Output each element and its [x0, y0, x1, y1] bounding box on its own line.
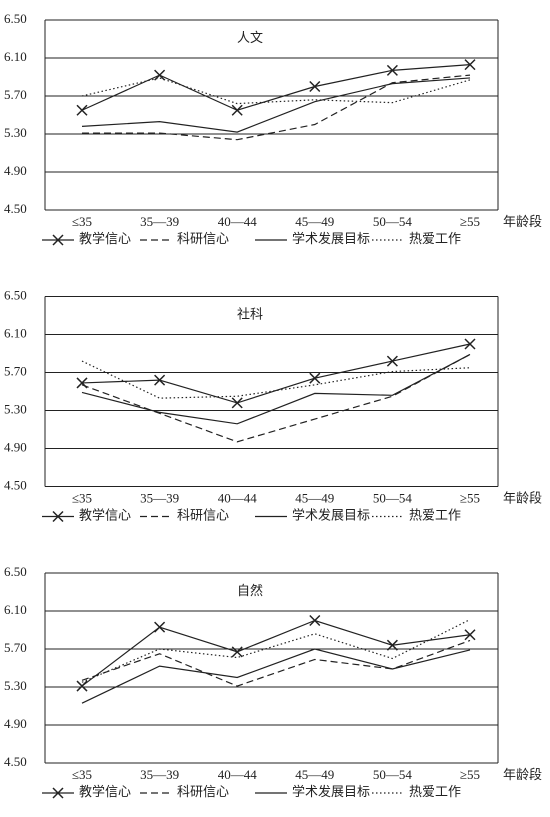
chart-title: 社科 [237, 306, 263, 321]
y-tick-label: 4.50 [4, 754, 27, 769]
legend-label: 教学信心 [79, 231, 131, 246]
y-tick-label: 5.30 [4, 401, 27, 416]
legend-label: 科研信心 [177, 231, 229, 246]
subchart: 4.50 4.90 5.30 5.70 6.10 6.50 自然 ≤35 35—39 40—44 4… [4, 564, 542, 799]
x-tick-label: 35—39 [140, 767, 179, 782]
legend-label: 热爱工作 [409, 784, 461, 799]
marker [464, 59, 476, 71]
legend-label: 科研信心 [177, 507, 229, 522]
y-tick-label: 6.10 [4, 602, 27, 617]
marker [309, 372, 321, 384]
y-tick-label: 5.70 [4, 640, 27, 655]
legend-label: 科研信心 [177, 784, 229, 799]
legend-marker [52, 234, 64, 246]
y-tick-label: 6.50 [4, 564, 27, 579]
marker [154, 374, 166, 386]
x-tick-label: ≥55 [460, 767, 480, 782]
x-tick-label: 50—54 [373, 767, 413, 782]
legend-label: 学术发展目标 [292, 231, 370, 246]
series-line [81, 619, 471, 687]
marker [386, 355, 398, 367]
x-tick-label: 40—44 [218, 490, 258, 505]
y-tick-label: 5.70 [4, 87, 27, 102]
chart-title: 自然 [237, 583, 263, 598]
x-axis-label: 年龄段 [503, 767, 542, 782]
y-tick-label: 5.30 [4, 678, 27, 693]
y-tick-label: 5.70 [4, 363, 27, 378]
x-tick-label: 40—44 [218, 214, 258, 229]
legend-label: 学术发展目标 [292, 507, 370, 522]
y-tick-label: 6.50 [4, 11, 27, 26]
marker [309, 614, 321, 627]
subchart: 4.50 4.90 5.30 5.70 6.10 6.50 人文 ≤35 35—39 40—44 4… [4, 11, 542, 246]
y-tick-label: 4.50 [4, 201, 27, 216]
x-tick-label: 50—54 [373, 490, 413, 505]
subchart: 4.50 4.90 5.30 5.70 6.10 6.50 社科 ≤35 35—39 40—44 4… [4, 287, 542, 522]
series-line [81, 353, 471, 443]
marker [464, 338, 476, 350]
chart-title: 人文 [237, 30, 263, 45]
marker [386, 639, 398, 651]
marker [231, 104, 243, 116]
series-line [81, 619, 471, 683]
x-tick-label: ≤35 [72, 767, 92, 782]
y-tick-label: 4.90 [4, 439, 27, 454]
x-tick-label: ≥55 [460, 490, 480, 505]
series-line [81, 64, 471, 111]
x-tick-label: 50—54 [373, 214, 413, 229]
y-tick-label: 4.90 [4, 716, 27, 731]
series-line [81, 343, 471, 404]
x-tick-label: ≤35 [72, 490, 92, 505]
marker [76, 104, 88, 116]
marker [231, 646, 243, 658]
x-axis-label: 年龄段 [503, 490, 542, 505]
series-line [81, 77, 471, 133]
marker [154, 621, 166, 633]
series-line [81, 360, 471, 399]
marker [76, 680, 88, 692]
y-tick-label: 6.50 [4, 287, 27, 302]
marker [386, 64, 398, 76]
x-tick-label: 40—44 [218, 767, 258, 782]
legend-label: 教学信心 [79, 784, 131, 799]
y-tick-label: 4.50 [4, 477, 27, 492]
series-line [81, 77, 471, 105]
y-tick-label: 4.90 [4, 163, 27, 178]
legend-label: 热爱工作 [409, 231, 461, 246]
legend-marker [52, 510, 64, 523]
x-tick-label: 35—39 [140, 214, 179, 229]
y-tick-label: 6.10 [4, 49, 27, 64]
legend-label: 热爱工作 [409, 507, 461, 522]
series-line [82, 74, 471, 141]
x-tick-label: ≥55 [460, 214, 480, 229]
series-line [81, 639, 471, 687]
legend-label: 学术发展目标 [292, 784, 370, 799]
marker [464, 629, 476, 641]
legend-label: 教学信心 [79, 507, 131, 522]
x-tick-label: 45—49 [295, 767, 334, 782]
x-tick-label: 45—49 [295, 490, 334, 505]
y-tick-label: 6.10 [4, 325, 27, 340]
x-tick-label: 45—49 [295, 214, 334, 229]
x-axis-label: 年龄段 [503, 214, 542, 229]
x-tick-label: ≤35 [72, 214, 92, 229]
marker [309, 80, 321, 93]
series-line [81, 648, 471, 704]
x-tick-label: 35—39 [140, 490, 179, 505]
y-tick-label: 5.30 [4, 125, 27, 140]
legend-marker [52, 787, 64, 799]
marker [231, 397, 243, 409]
series-line [81, 353, 471, 425]
